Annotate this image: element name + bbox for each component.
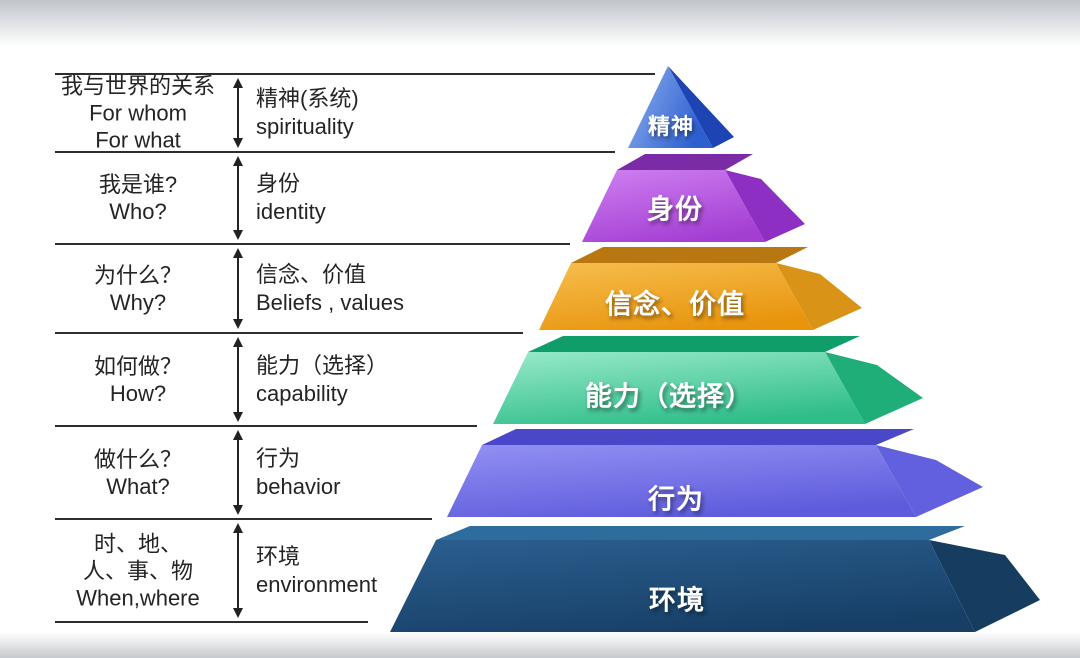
term-line: 身份 [256, 171, 301, 196]
pyramid-level-6-side [929, 540, 1040, 632]
updown-arrow-icon [233, 430, 243, 515]
question-line: 为什么？ [93, 262, 182, 288]
pyramid-level-label: 能力（选择） [585, 381, 753, 412]
term-line: capability [256, 380, 348, 406]
term-line: 环境 [256, 543, 301, 569]
updown-arrow-icon [233, 523, 243, 618]
pyramid-level-3-front [539, 263, 813, 330]
question-line: When,where [76, 585, 200, 610]
updown-arrow-icon [233, 337, 243, 422]
row-divider [55, 151, 615, 153]
updown-arrow-icon [233, 78, 243, 148]
logic-row-capability: 如何做？ How? 能力（选择） capability [0, 334, 440, 425]
pyramid-level-label: 精神 [647, 114, 695, 139]
row-divider [55, 73, 655, 75]
updown-arrow-icon [233, 248, 243, 329]
term-line: 行为 [256, 445, 301, 471]
updown-arrow-icon [233, 156, 243, 240]
term-block: 环境 environment [256, 543, 377, 599]
row-divider [55, 621, 368, 623]
pyramid-level-5-side [876, 445, 983, 517]
row-divider [55, 518, 432, 520]
term-line: 精神(系统) [256, 86, 359, 111]
row-divider [55, 243, 570, 245]
row-divider [55, 332, 523, 334]
pyramid-level-1-side [668, 66, 734, 148]
logic-row-spirituality: 我与世界的关系 For whom For what 精神(系统) spiritu… [0, 73, 440, 154]
logic-row-environment: 时、地、 人、事、物 When,where 环境 environment [0, 520, 440, 621]
pyramid-level-5-front [447, 445, 916, 517]
pyramid-level-6-front [390, 540, 975, 632]
question-block: 我与世界的关系 For whom For what [48, 73, 228, 154]
pyramid-level-3-side [776, 263, 862, 330]
question-line: 人、事、物 [82, 558, 193, 583]
question-block: 做什么？ What? [48, 446, 228, 500]
pyramid-level-5-top [482, 429, 914, 445]
term-block: 精神(系统) spirituality [256, 85, 359, 141]
question-line: For what [95, 127, 181, 153]
question-block: 为什么？ Why? [48, 262, 228, 316]
question-line: 如何做？ [93, 353, 182, 379]
pyramid-level-label: 环境 [649, 585, 705, 616]
term-line: 能力（选择） [256, 352, 389, 378]
term-block: 能力（选择） capability [256, 352, 388, 408]
question-line: 我是谁? [98, 172, 178, 197]
term-line: environment [256, 571, 378, 597]
pyramid-level-label: 身份 [647, 194, 703, 225]
question-line: Why? [109, 289, 167, 315]
question-line: For whom [89, 100, 187, 126]
term-line: Beliefs , values [256, 289, 404, 315]
logic-row-identity: 我是谁? Who? 身份 identity [0, 153, 440, 243]
pyramid-level-2-top [617, 154, 753, 170]
question-line: Who? [109, 199, 167, 224]
question-line: 我与世界的关系 [60, 73, 215, 99]
question-line: What? [106, 473, 170, 499]
pyramid-level-1-front [628, 66, 713, 148]
question-line: 做什么？ [93, 446, 182, 472]
top-gradient [0, 0, 1080, 46]
term-block: 信念、价值 Beliefs , values [256, 261, 404, 317]
row-divider [55, 425, 477, 427]
pyramid-level-2-side [725, 170, 805, 242]
term-line: identity [256, 199, 326, 224]
bottom-gradient [0, 632, 1080, 658]
pyramid-level-4-front [493, 352, 865, 424]
question-block: 时、地、 人、事、物 When,where [48, 530, 228, 611]
question-line: How? [109, 380, 167, 406]
pyramid-level-label: 行为 [648, 484, 704, 515]
term-line: spirituality [256, 114, 354, 139]
pyramid-level-label: 信念、价值 [605, 289, 745, 320]
logic-row-behavior: 做什么？ What? 行为 behavior [0, 427, 440, 518]
term-block: 行为 behavior [256, 445, 340, 501]
logic-row-beliefs: 为什么？ Why? 信念、价值 Beliefs , values [0, 245, 440, 332]
pyramid-level-2-front [582, 170, 765, 242]
question-block: 我是谁? Who? [48, 171, 228, 225]
term-line: 信念、价值 [256, 261, 367, 287]
question-block: 如何做？ How? [48, 353, 228, 407]
pyramid-level-4-side [825, 352, 923, 424]
term-line: behavior [256, 473, 341, 499]
pyramid-level-4-top [528, 336, 860, 352]
term-block: 身份 identity [256, 170, 326, 226]
pyramid-level-6-top [436, 526, 965, 540]
pyramid-level-3-top [571, 247, 808, 263]
question-line: 时、地、 [93, 531, 182, 556]
